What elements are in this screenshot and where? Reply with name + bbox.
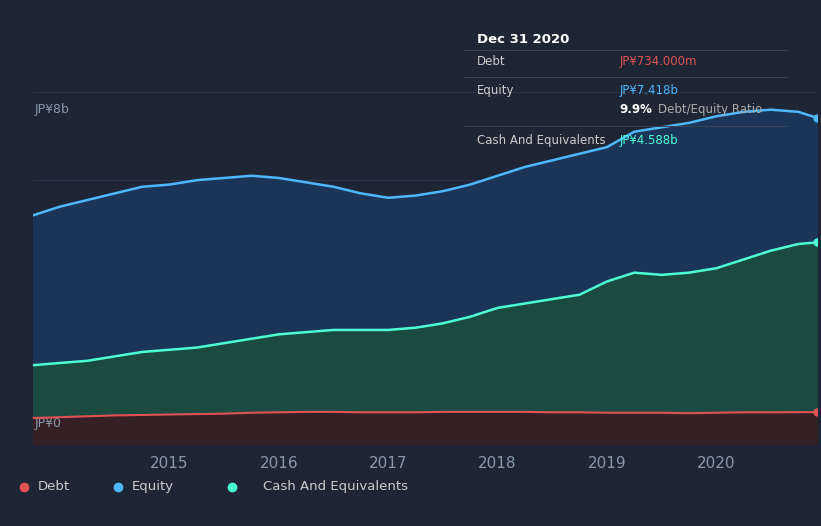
Text: Debt: Debt bbox=[37, 480, 70, 493]
Text: Cash And Equivalents: Cash And Equivalents bbox=[263, 480, 408, 493]
Text: JP¥7.418b: JP¥7.418b bbox=[620, 84, 678, 97]
Text: JP¥734.000m: JP¥734.000m bbox=[620, 55, 697, 68]
Text: Equity: Equity bbox=[131, 480, 174, 493]
Text: Cash And Equivalents: Cash And Equivalents bbox=[477, 134, 605, 147]
Text: Debt/Equity Ratio: Debt/Equity Ratio bbox=[658, 103, 763, 116]
Text: Equity: Equity bbox=[477, 84, 514, 97]
Text: JP¥0: JP¥0 bbox=[35, 417, 62, 430]
Text: Debt: Debt bbox=[477, 55, 506, 68]
Text: JP¥8b: JP¥8b bbox=[35, 103, 70, 116]
Text: Dec 31 2020: Dec 31 2020 bbox=[477, 33, 569, 46]
Text: 9.9%: 9.9% bbox=[620, 103, 653, 116]
Text: JP¥4.588b: JP¥4.588b bbox=[620, 134, 678, 147]
